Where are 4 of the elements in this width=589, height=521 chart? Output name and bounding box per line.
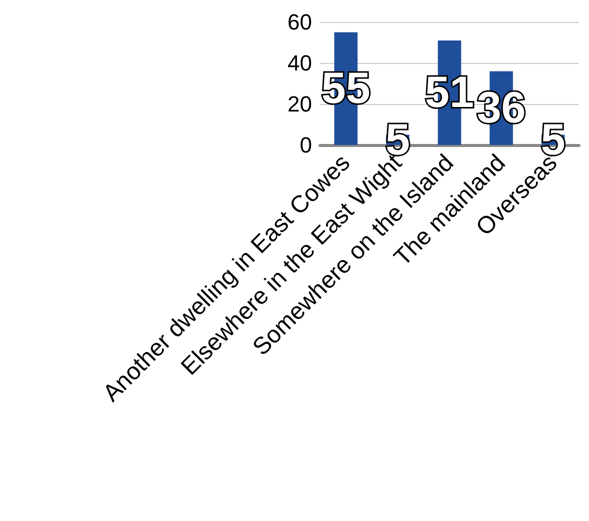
y-tick-label: 40 [288, 50, 312, 76]
y-tick-label: 60 [288, 10, 312, 34]
y-tick-label: 0 [300, 132, 312, 158]
y-tick-label: 20 [288, 92, 312, 116]
